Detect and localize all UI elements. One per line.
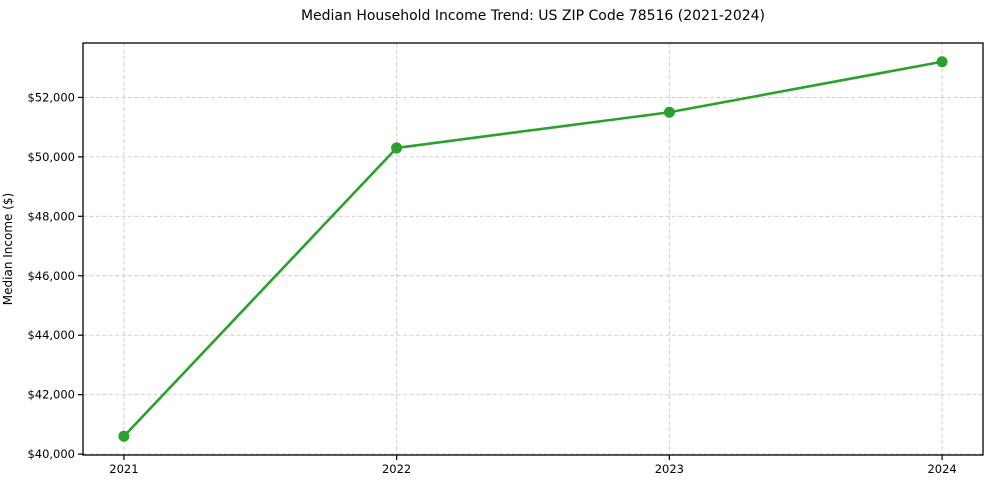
y-axis-label: Median Income ($) (1, 193, 15, 305)
x-tick-label: 2023 (655, 462, 684, 476)
data-point (391, 142, 403, 154)
income-trend-line (122, 60, 944, 438)
chart-title: Median Household Income Trend: US ZIP Co… (301, 8, 765, 24)
x-tick-label: 2024 (927, 462, 956, 476)
y-tick-label: $46,000 (27, 269, 75, 283)
axes-border (82, 42, 984, 456)
x-tick-label: 2022 (382, 462, 411, 476)
plot-area: $40,000 $42,000 $44,000 $46,000 $48,000 $50,0… (27, 42, 984, 476)
y-tick-label: $42,000 (27, 388, 75, 402)
data-point (663, 106, 675, 118)
y-tick-label: $50,000 (27, 150, 75, 164)
y-tick-label: $52,000 (27, 90, 75, 104)
data-point (118, 430, 130, 442)
data-point (936, 56, 948, 68)
y-tick-label: $48,000 (27, 209, 75, 223)
y-tick-label: $44,000 (27, 328, 75, 342)
y-tick-label: $40,000 (27, 447, 75, 461)
x-tick-label: 2021 (109, 462, 138, 476)
